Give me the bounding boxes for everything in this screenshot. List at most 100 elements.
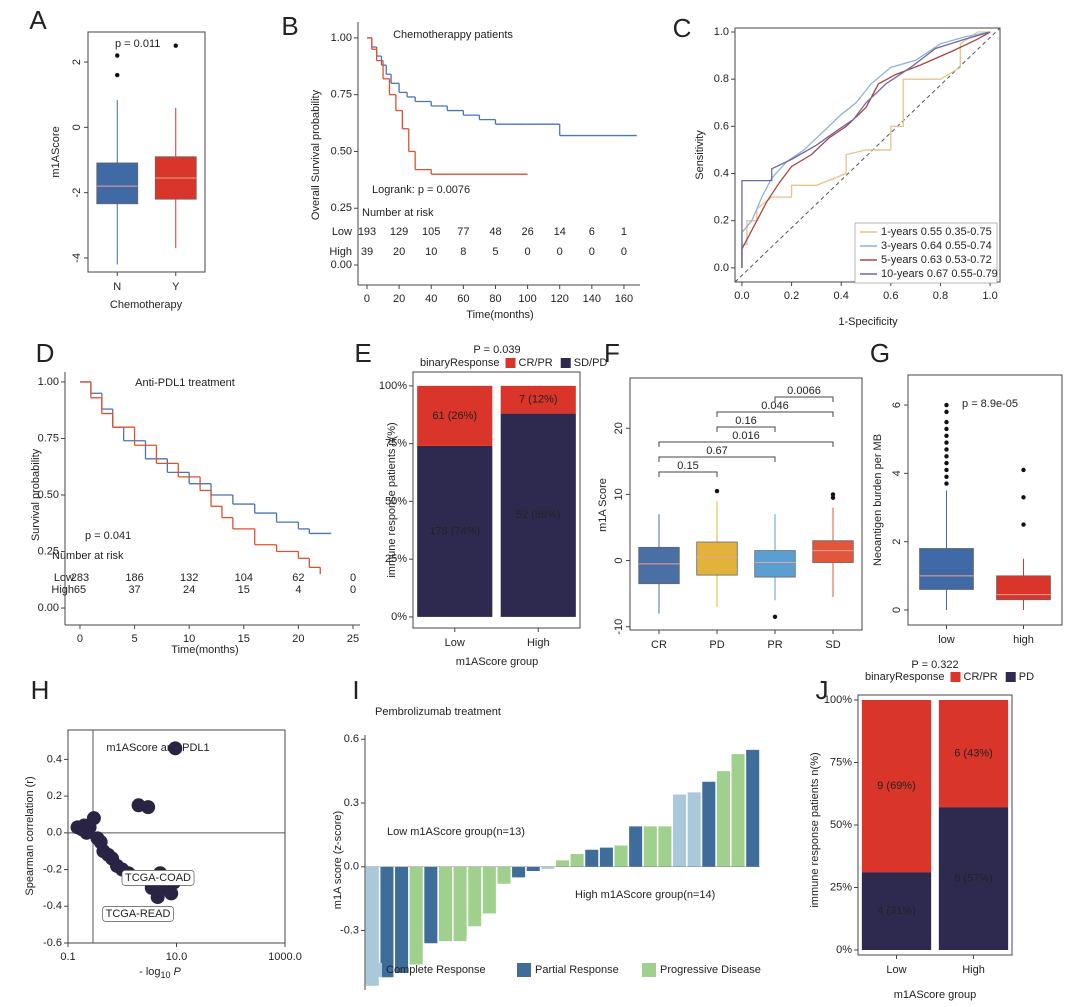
reference-diagonal — [734, 27, 1001, 283]
legend-swatch — [950, 672, 961, 682]
x-tick-label: 100 — [518, 293, 536, 305]
box — [96, 162, 139, 205]
y-tick-label: 0.2 — [47, 790, 62, 802]
y-tick-label: 1.0 — [714, 26, 729, 38]
outlier — [115, 53, 120, 58]
point — [168, 741, 183, 756]
outlier — [1021, 522, 1026, 527]
x-tick-label: 0.2 — [784, 290, 799, 302]
x-tick-label: 120 — [551, 293, 569, 305]
bar — [687, 792, 701, 867]
panel-letter: D — [36, 338, 55, 368]
bar — [599, 847, 613, 867]
legend-label: Complete Response — [386, 964, 486, 976]
y-tick-label: 25% — [830, 881, 852, 893]
bar-label: 7 (12%) — [519, 394, 558, 406]
comparison-p: 0.046 — [761, 400, 789, 412]
roc-curve — [741, 31, 991, 268]
legend-title: binaryResponse — [865, 671, 945, 683]
chart-title: P = 0.039 — [473, 344, 520, 356]
risk-count: 8 — [460, 246, 466, 258]
y-tick-label: 20 — [613, 422, 625, 434]
y-tick-label: 0 — [891, 607, 903, 613]
panel-letter: J — [816, 675, 829, 705]
bar-label: 61 (26%) — [432, 410, 477, 422]
bar — [643, 826, 657, 867]
risk-count: 37 — [128, 584, 140, 596]
x-tick-label: 0.1 — [60, 951, 75, 963]
chart-title: Pembrolizumab treatment — [375, 706, 501, 718]
risk-group: High — [329, 246, 352, 258]
panel-letter: G — [870, 338, 890, 368]
annotation: Logrank: p = 0.0076 — [372, 184, 470, 196]
y-axis-label: m1A score (z-score) — [332, 811, 344, 909]
legend-label: CR/PR — [519, 357, 553, 369]
risk-count: 24 — [183, 584, 195, 596]
risk-count: 0 — [589, 246, 595, 258]
y-tick-label: 0.4 — [714, 167, 729, 179]
x-tick-label: high — [1013, 634, 1034, 646]
y-tick-label: 0% — [836, 944, 852, 956]
x-tick-label: SD — [825, 639, 840, 651]
x-tick-label: Low — [886, 964, 906, 976]
bar — [585, 849, 599, 867]
outlier — [944, 481, 949, 486]
bar — [482, 866, 496, 914]
bar-label: 178 (74%) — [429, 525, 480, 537]
bar — [716, 771, 730, 867]
outlier — [944, 433, 949, 438]
legend-swatch — [560, 358, 571, 368]
y-axis-label: Spearman correlation (r) — [24, 776, 36, 895]
x-tick-label: High — [962, 964, 985, 976]
x-tick-label: High — [527, 637, 550, 649]
chart-title: Chemotherappy patients — [393, 29, 513, 41]
outlier — [944, 409, 949, 415]
roc-curve — [741, 31, 991, 268]
annotation: TCGA-READ — [106, 908, 171, 920]
y-tick-label: 0.00 — [38, 602, 59, 614]
comparison-p: 0.16 — [735, 415, 756, 427]
risk-count: 26 — [521, 226, 533, 238]
comparison-p: 0.15 — [677, 460, 698, 472]
y-tick-label: 0.50 — [331, 145, 352, 157]
annotation: p = 8.9e-05 — [962, 398, 1018, 410]
panel-letter: F — [604, 338, 620, 368]
bar-segment — [938, 807, 1009, 950]
risk-count: 105 — [422, 226, 440, 238]
legend-label: 5-years 0.63 0.53-0.72 — [881, 254, 992, 266]
bar-label: 4 (31%) — [877, 905, 916, 917]
x-axis-label: - log10 P — [139, 966, 181, 980]
x-tick-label: 1.0 — [982, 290, 997, 302]
x-tick-label: 80 — [489, 293, 501, 305]
x-tick-label: Y — [172, 281, 180, 293]
bar-segment — [417, 445, 493, 617]
risk-title: Number at risk — [362, 207, 434, 219]
y-tick-label: 0 — [71, 124, 83, 130]
x-tick-label: PD — [709, 639, 724, 651]
x-tick-label: 5 — [132, 633, 138, 645]
x-tick-label: 60 — [457, 293, 469, 305]
outlier — [944, 474, 949, 479]
x-tick-label: 10 — [183, 633, 195, 645]
risk-count: 77 — [457, 226, 469, 238]
bar — [746, 749, 760, 867]
box — [696, 541, 738, 576]
outlier — [115, 72, 120, 78]
x-tick-label: 0.0 — [734, 290, 749, 302]
x-tick-label: 0 — [77, 633, 83, 645]
bar-label: 52 (88%) — [516, 509, 561, 521]
comparison-bracket — [716, 426, 776, 432]
bar-segment — [861, 700, 932, 873]
x-tick-label: 0 — [364, 293, 370, 305]
bar — [570, 854, 584, 867]
risk-count: 0 — [557, 246, 563, 258]
comparison-bracket — [774, 396, 834, 402]
x-tick-label: 1000.0 — [268, 951, 302, 963]
x-axis-label-part: - log — [139, 966, 160, 978]
x-axis-label: Time(months) — [171, 644, 238, 656]
panel-letter: C — [673, 13, 692, 43]
comparison-p: 0.67 — [706, 445, 727, 457]
legend-label: Progressive Disease — [660, 964, 761, 976]
x-tick-label: 0.4 — [834, 290, 849, 302]
box — [996, 575, 1051, 601]
